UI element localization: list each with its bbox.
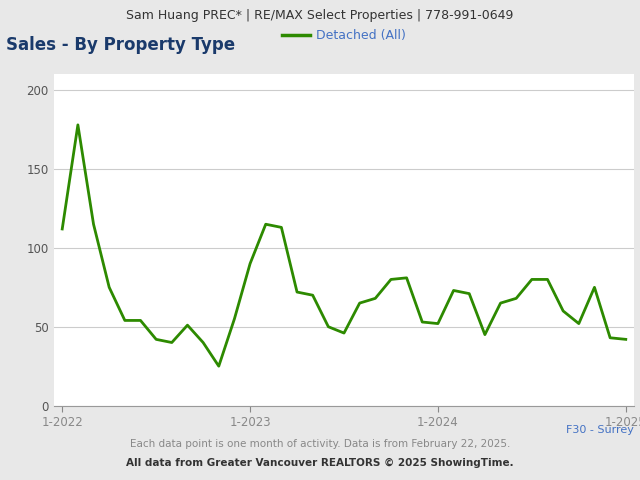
Text: Sam Huang PREC* | RE/MAX Select Properties | 778-991-0649: Sam Huang PREC* | RE/MAX Select Properti…: [126, 9, 514, 22]
Text: F30 - Surrey: F30 - Surrey: [566, 425, 634, 435]
Text: Each data point is one month of activity. Data is from February 22, 2025.: Each data point is one month of activity…: [130, 439, 510, 449]
Text: All data from Greater Vancouver REALTORS © 2025 ShowingTime.: All data from Greater Vancouver REALTORS…: [126, 458, 514, 468]
Legend: Detached (All): Detached (All): [277, 24, 411, 48]
Text: Sales - By Property Type: Sales - By Property Type: [6, 36, 236, 54]
